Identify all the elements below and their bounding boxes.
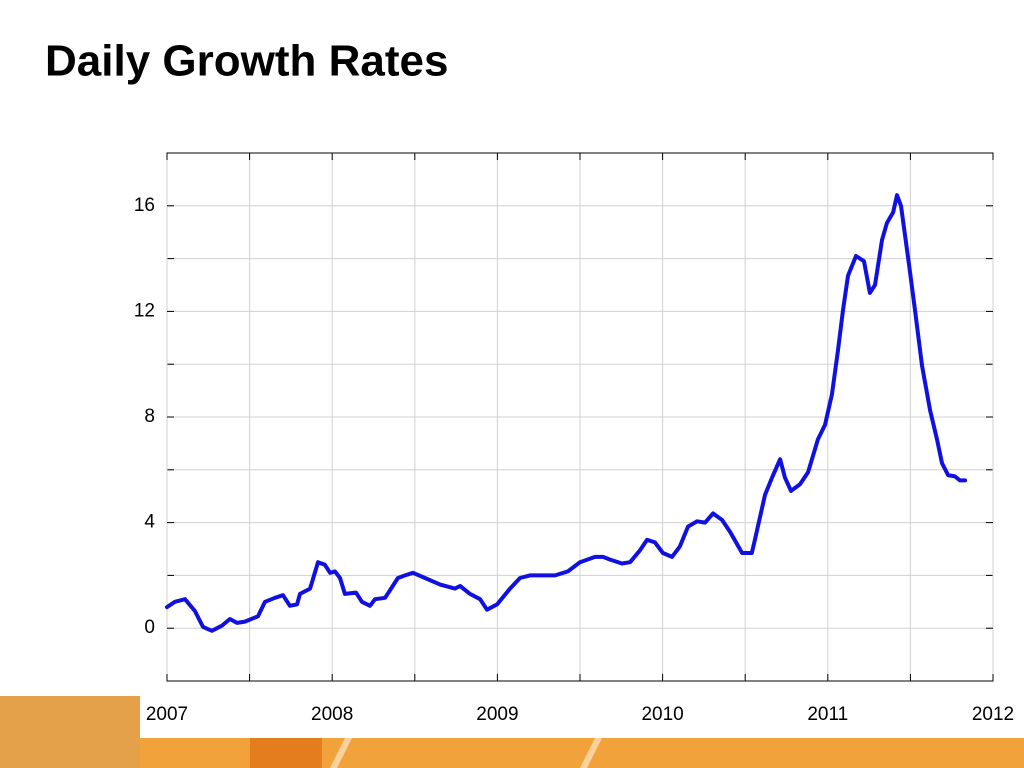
x-tick-label: 2012 bbox=[972, 704, 1014, 725]
x-tick-label: 2011 bbox=[807, 704, 848, 725]
x-tick-label: 2008 bbox=[311, 704, 353, 725]
x-tick-label: 2010 bbox=[641, 704, 683, 725]
y-tick-label: 0 bbox=[144, 617, 155, 638]
y-tick-label: 8 bbox=[144, 406, 155, 427]
x-tick-label: 2007 bbox=[146, 704, 188, 725]
x-tick-label: 2009 bbox=[476, 704, 518, 725]
footer-decoration bbox=[0, 696, 1024, 768]
y-tick-label: 16 bbox=[134, 195, 155, 216]
chart-title: Daily Growth Rates bbox=[45, 37, 448, 86]
y-tick-label: 12 bbox=[134, 300, 155, 321]
data-line bbox=[165, 193, 968, 633]
y-tick-label: 4 bbox=[144, 512, 155, 533]
